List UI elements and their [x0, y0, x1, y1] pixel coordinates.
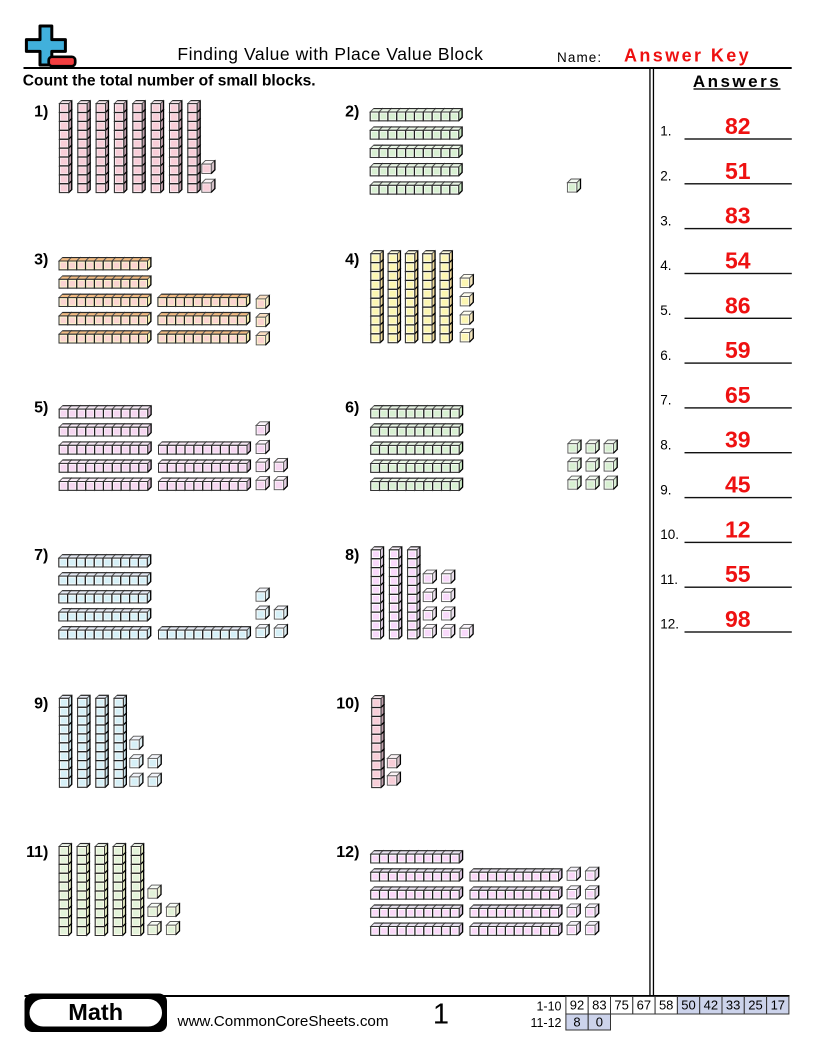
svg-text:www.CommonCoreSheets.com: www.CommonCoreSheets.com — [177, 1013, 389, 1030]
svg-text:11.: 11. — [660, 572, 678, 587]
svg-text:67: 67 — [637, 998, 651, 1013]
svg-text:8: 8 — [573, 1015, 580, 1030]
svg-text:Finding Value with Place Value: Finding Value with Place Value Block — [177, 44, 483, 64]
svg-text:83: 83 — [592, 998, 606, 1013]
svg-text:50: 50 — [681, 998, 695, 1013]
svg-text:3): 3) — [34, 251, 48, 268]
svg-text:12): 12) — [336, 844, 359, 861]
svg-text:55: 55 — [725, 561, 751, 587]
svg-text:2.: 2. — [660, 169, 671, 184]
svg-text:Name:: Name: — [557, 50, 602, 65]
svg-text:86: 86 — [725, 292, 751, 318]
svg-text:10.: 10. — [660, 527, 679, 542]
svg-text:8): 8) — [345, 547, 359, 564]
svg-text:65: 65 — [725, 382, 751, 408]
svg-text:4.: 4. — [660, 258, 671, 273]
svg-text:7.: 7. — [660, 393, 671, 408]
svg-text:4): 4) — [345, 251, 359, 268]
svg-text:58: 58 — [659, 998, 673, 1013]
svg-text:5.: 5. — [660, 303, 671, 318]
svg-text:5): 5) — [34, 400, 48, 417]
svg-text:12: 12 — [725, 516, 751, 542]
svg-text:42: 42 — [704, 998, 718, 1013]
svg-text:11): 11) — [26, 844, 48, 861]
svg-text:1): 1) — [34, 103, 48, 120]
svg-text:1.: 1. — [660, 124, 671, 139]
svg-text:45: 45 — [725, 472, 751, 498]
svg-text:98: 98 — [725, 606, 751, 632]
svg-text:75: 75 — [614, 998, 628, 1013]
svg-text:9): 9) — [34, 695, 48, 712]
svg-text:Count the total number of smal: Count the total number of small blocks. — [23, 72, 316, 89]
svg-text:6): 6) — [345, 400, 359, 417]
svg-text:7): 7) — [34, 547, 48, 564]
svg-text:9.: 9. — [660, 482, 671, 497]
svg-text:1: 1 — [433, 999, 449, 1031]
svg-text:83: 83 — [725, 203, 751, 229]
svg-text:11-12: 11-12 — [530, 1016, 561, 1030]
svg-text:17: 17 — [771, 998, 785, 1013]
svg-text:59: 59 — [725, 337, 751, 363]
svg-text:6.: 6. — [660, 348, 671, 363]
svg-text:33: 33 — [726, 998, 740, 1013]
svg-text:Math: Math — [68, 999, 123, 1025]
svg-text:8.: 8. — [660, 437, 671, 452]
svg-text:54: 54 — [725, 248, 751, 274]
svg-text:51: 51 — [725, 158, 751, 184]
svg-text:10): 10) — [336, 695, 359, 712]
svg-text:3.: 3. — [660, 213, 671, 228]
svg-text:Answer Key: Answer Key — [624, 46, 751, 66]
svg-text:39: 39 — [725, 427, 751, 453]
svg-text:12.: 12. — [660, 617, 679, 632]
svg-text:Answers: Answers — [693, 72, 781, 91]
svg-text:1-10: 1-10 — [536, 1000, 561, 1014]
svg-text:0: 0 — [596, 1015, 603, 1030]
svg-text:92: 92 — [570, 998, 584, 1013]
svg-text:82: 82 — [725, 113, 751, 139]
svg-text:25: 25 — [748, 998, 762, 1013]
svg-text:2): 2) — [345, 103, 359, 120]
